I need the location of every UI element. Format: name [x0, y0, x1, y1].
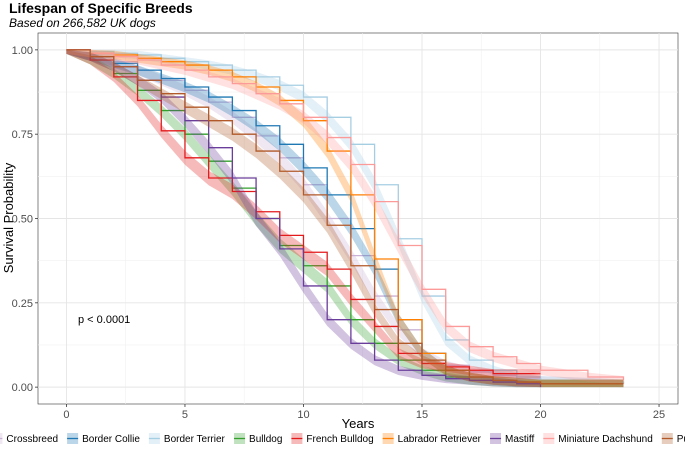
p-value-annotation: p < 0.0001	[78, 314, 130, 326]
y-tick-label: 0.50	[12, 214, 33, 226]
y-tick-label: 0.25	[12, 298, 33, 310]
y-tick-label: 0.75	[12, 129, 33, 141]
legend-item-pug: Pug	[661, 433, 685, 445]
legend-item-crossbreed: Crossbreed	[0, 433, 58, 445]
ribbon-border-collie	[66, 49, 624, 388]
legend-label-pug: Pug	[677, 434, 685, 445]
legend-label-mastiff: Mastiff	[505, 434, 534, 445]
legend-label-crossbreed: Crossbreed	[6, 434, 58, 445]
legend: Crossbreed Border Collie Border Terrier Bul…	[0, 433, 685, 445]
axis-layer: 0 5 10 15 20 25 0.00 0.25 0.50 0.75 1.00	[12, 45, 666, 421]
legend-item-bulldog: Bulldog	[234, 433, 282, 445]
legend-item-mastiff: Mastiff	[490, 433, 535, 445]
x-tick-label: 5	[182, 409, 188, 421]
legend-item-border-collie: Border Collie	[67, 433, 140, 445]
series-line-miniature-dachshund	[66, 49, 625, 381]
x-tick-label: 20	[534, 409, 546, 421]
y-tick-label: 0.00	[12, 382, 33, 394]
legend-item-labrador-retriever: Labrador Retriever	[382, 433, 482, 445]
chart-title: Lifespan of Specific Breeds	[9, 0, 193, 16]
legend-label-border-terrier: Border Terrier	[164, 434, 226, 445]
y-axis-title: Survival Probability	[1, 162, 16, 273]
x-tick-label: 25	[653, 409, 665, 421]
series-layer	[66, 49, 625, 388]
legend-label-miniature-dachshund: Miniature Dachshund	[558, 434, 653, 445]
legend-item-miniature-dachshund: Miniature Dachshund	[543, 433, 653, 445]
legend-label-bulldog: Bulldog	[249, 434, 282, 445]
x-tick-label: 15	[416, 409, 428, 421]
y-tick-label: 1.00	[12, 45, 33, 57]
x-axis-title: Years	[342, 416, 375, 431]
legend-label-labrador-retriever: Labrador Retriever	[398, 434, 482, 445]
chart-subtitle: Based on 266,582 UK dogs	[9, 16, 156, 30]
legend-item-french-bulldog: French Bulldog	[291, 433, 374, 445]
x-tick-label: 0	[63, 409, 69, 421]
x-tick-label: 10	[297, 409, 309, 421]
series-line-pug	[66, 49, 624, 385]
legend-item-border-terrier: Border Terrier	[148, 433, 226, 445]
legend-label-border-collie: Border Collie	[82, 434, 140, 445]
ribbon-bulldog	[66, 49, 624, 388]
grid-lines	[38, 33, 678, 404]
legend-label-french-bulldog: French Bulldog	[306, 434, 373, 445]
